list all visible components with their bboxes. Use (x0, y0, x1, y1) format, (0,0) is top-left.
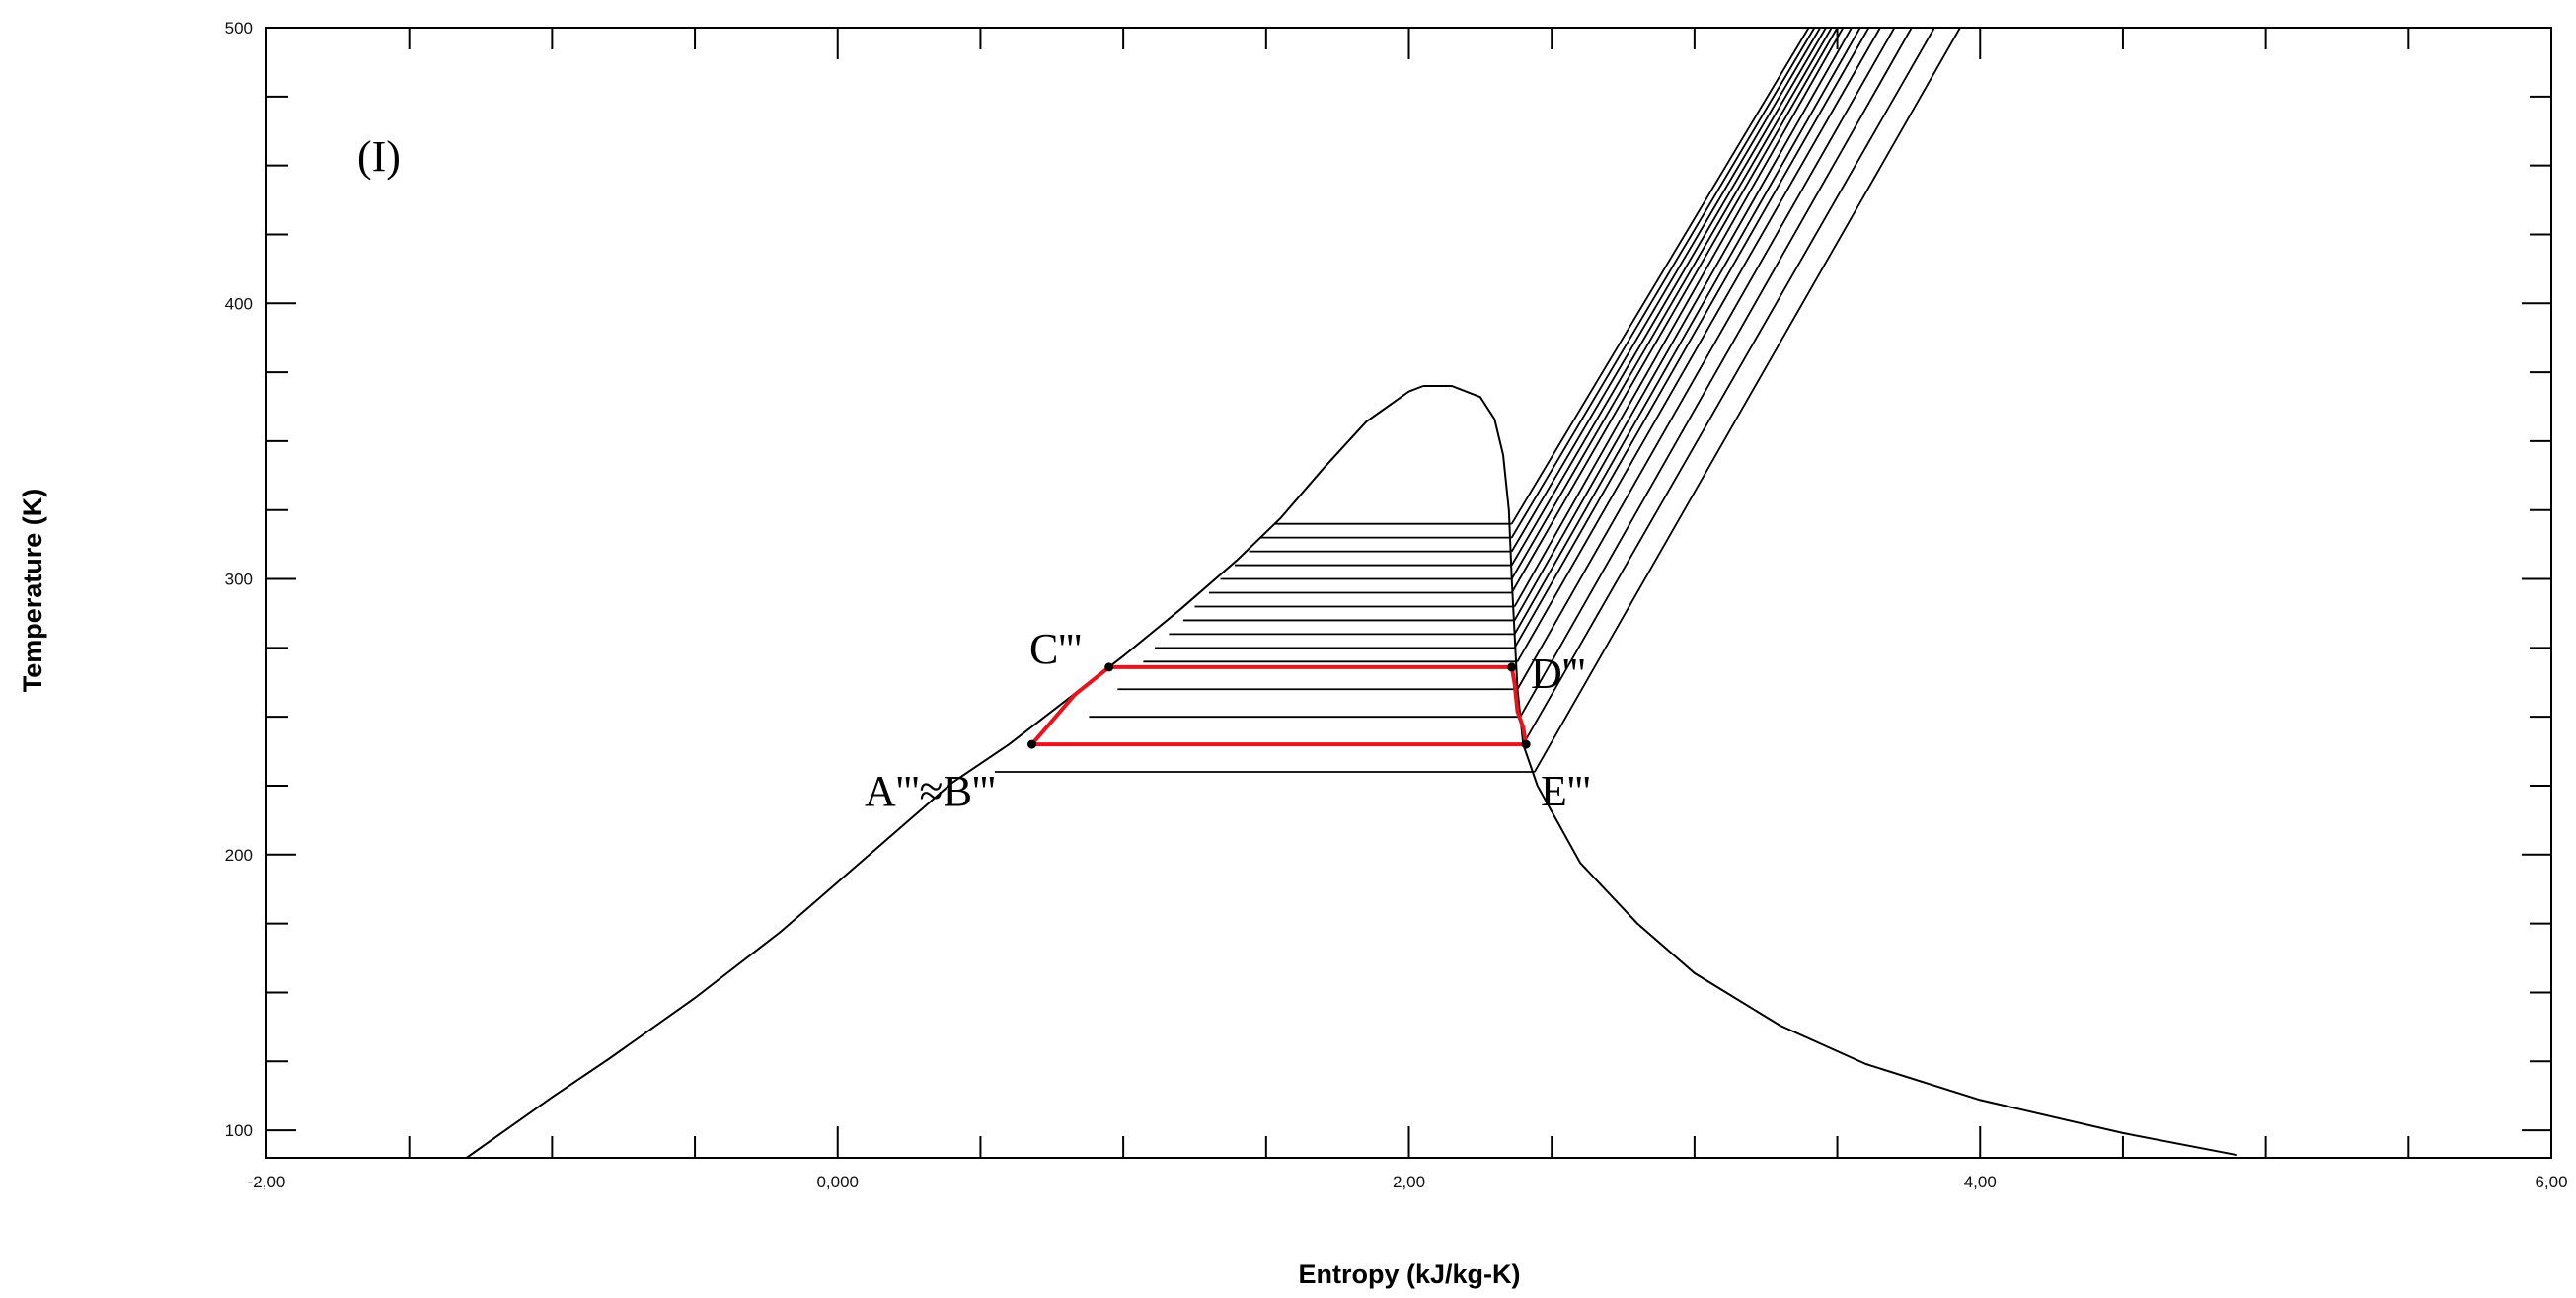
point-label-e: E''' (1541, 767, 1591, 815)
saturated-liquid-line (466, 385, 1424, 1159)
axis-ticks: -2,00 0,000 2,00 4,00 6,00 100 200 300 400 500 (225, 19, 2568, 1191)
refrigeration-cycle (1027, 662, 1531, 749)
cycle-state-point (1521, 739, 1531, 749)
isobar-superheated (1534, 27, 1961, 773)
isobar-superheated (1513, 27, 1861, 635)
isobar-superheated (1510, 27, 1810, 525)
x-tick-label: 2,00 (1393, 1173, 1425, 1191)
plot-content (466, 27, 2237, 1159)
isobar-superheated (1510, 27, 1816, 539)
x-tick-label: 0,000 (816, 1173, 859, 1191)
cycle-state-point (1104, 662, 1114, 672)
isobar-superheated (1516, 27, 1896, 690)
isobar-superheated (1510, 27, 1833, 579)
cycle-state-point (1027, 739, 1037, 749)
cycle-state-point (1507, 662, 1517, 672)
y-tick-label: 500 (225, 19, 253, 38)
y-tick-label: 100 (225, 1121, 253, 1140)
isobar-superheated (1510, 27, 1827, 567)
y-axis-title: Temperature (K) (18, 489, 47, 693)
isobar-superheated (1510, 27, 1821, 553)
panel-label: (I) (357, 132, 401, 181)
isobar-superheated (1513, 27, 1845, 607)
point-label-d: D''' (1531, 649, 1586, 698)
y-tick-label: 300 (225, 571, 253, 589)
isobar-superheated (1522, 27, 1935, 745)
isobar-superheated (1519, 27, 1913, 718)
point-label-ab: A'''≈B''' (865, 767, 996, 815)
isobar-superheated (1513, 27, 1870, 649)
x-tick-label: 4,00 (1964, 1173, 1997, 1191)
x-axis-title: Entropy (kJ/kg-K) (1298, 1260, 1520, 1289)
isobar-superheated (1513, 27, 1853, 621)
x-tick-label: 6,00 (2535, 1173, 2567, 1191)
isobar-superheated (1510, 27, 1839, 593)
point-label-c: C''' (1029, 625, 1082, 673)
x-tick-label: -2,00 (248, 1173, 286, 1191)
cycle-path (1029, 664, 1529, 747)
y-tick-label: 200 (225, 846, 253, 865)
y-tick-label: 400 (225, 294, 253, 313)
isobar-superheated (1516, 27, 1881, 662)
